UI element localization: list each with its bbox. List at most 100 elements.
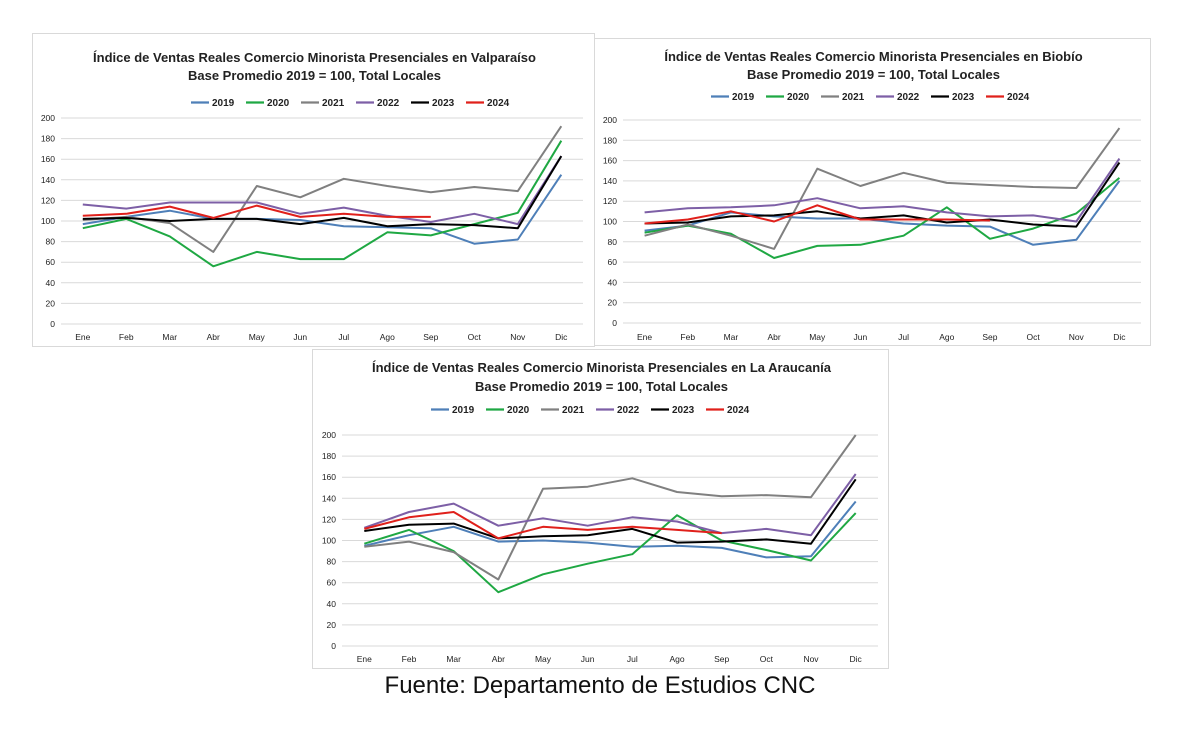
- x-tick-label: Abr: [207, 332, 220, 342]
- x-tick-label: Nov: [1069, 332, 1085, 342]
- y-tick-label: 140: [41, 175, 55, 185]
- x-tick-label: May: [535, 654, 552, 664]
- y-tick-label: 140: [322, 493, 336, 503]
- legend-label-2023: 2023: [432, 98, 455, 109]
- x-tick-label: Abr: [767, 332, 780, 342]
- chart-panel-araucania: Índice de Ventas Reales Comercio Minoris…: [312, 349, 889, 669]
- y-tick-label: 120: [603, 196, 617, 206]
- x-tick-label: Ago: [380, 332, 395, 342]
- x-tick-label: Feb: [402, 654, 417, 664]
- chart-title: Índice de Ventas Reales Comercio Minoris…: [372, 360, 832, 375]
- series-line-2020: [82, 140, 563, 268]
- x-tick-label: Oct: [468, 332, 482, 342]
- legend-label-2020: 2020: [507, 405, 530, 416]
- chart-panel-valparaiso: Índice de Ventas Reales Comercio Minoris…: [32, 33, 595, 347]
- x-tick-label: Jul: [338, 332, 349, 342]
- series-line-2020: [644, 177, 1121, 259]
- legend-label-2021: 2021: [562, 405, 585, 416]
- y-tick-label: 20: [608, 298, 618, 308]
- y-tick-label: 180: [41, 134, 55, 144]
- y-tick-label: 120: [322, 514, 336, 524]
- x-tick-label: Dic: [555, 332, 568, 342]
- series-line-2021: [82, 125, 563, 253]
- chart-araucania: Índice de Ventas Reales Comercio Minoris…: [322, 360, 878, 664]
- x-tick-label: Sep: [714, 654, 729, 664]
- series-line-2021: [364, 434, 857, 581]
- x-tick-label: Abr: [492, 654, 505, 664]
- x-tick-label: Jun: [854, 332, 868, 342]
- legend-label-2024: 2024: [727, 405, 750, 416]
- y-tick-label: 60: [608, 257, 618, 267]
- y-tick-label: 60: [46, 257, 56, 267]
- x-tick-label: Feb: [680, 332, 695, 342]
- y-tick-label: 20: [46, 298, 56, 308]
- x-tick-label: Sep: [423, 332, 438, 342]
- x-tick-label: Jul: [627, 654, 638, 664]
- legend-label-2019: 2019: [212, 98, 235, 109]
- series-line-2020: [364, 512, 857, 594]
- x-tick-label: Ago: [669, 654, 684, 664]
- x-tick-label: May: [249, 332, 266, 342]
- chart-title: Índice de Ventas Reales Comercio Minoris…: [93, 50, 536, 65]
- legend-label-2024: 2024: [487, 98, 510, 109]
- x-tick-label: Jun: [581, 654, 595, 664]
- legend-label-2020: 2020: [787, 92, 810, 103]
- x-tick-label: Dic: [850, 654, 863, 664]
- series-line-2024: [82, 204, 431, 219]
- series-line-2023: [644, 162, 1121, 228]
- x-tick-label: Sep: [982, 332, 997, 342]
- y-tick-label: 0: [612, 318, 617, 328]
- chart-title: Índice de Ventas Reales Comercio Minoris…: [664, 49, 1082, 64]
- series-line-2019: [364, 500, 857, 559]
- y-tick-label: 60: [327, 578, 337, 588]
- y-tick-label: 180: [603, 135, 617, 145]
- chart-subtitle: Base Promedio 2019 = 100, Total Locales: [475, 379, 728, 394]
- legend-label-2022: 2022: [897, 92, 920, 103]
- legend-label-2024: 2024: [1007, 92, 1030, 103]
- x-tick-label: Nov: [803, 654, 819, 664]
- series-line-2022: [363, 473, 857, 537]
- y-tick-label: 40: [46, 278, 56, 288]
- y-tick-label: 40: [608, 277, 618, 287]
- series-line-2019: [82, 174, 563, 245]
- chart-panel-biobio: Índice de Ventas Reales Comercio Minoris…: [594, 38, 1151, 346]
- y-tick-label: 180: [322, 451, 336, 461]
- x-tick-label: Ene: [637, 332, 652, 342]
- x-tick-label: Mar: [724, 332, 739, 342]
- x-tick-label: Mar: [446, 654, 461, 664]
- y-tick-label: 20: [327, 620, 337, 630]
- y-tick-label: 160: [322, 472, 336, 482]
- y-tick-label: 80: [608, 237, 618, 247]
- x-tick-label: Mar: [162, 332, 177, 342]
- series-line-2023: [82, 155, 563, 230]
- chart-biobio: Índice de Ventas Reales Comercio Minoris…: [603, 49, 1141, 342]
- source-caption: Fuente: Departamento de Estudios CNC: [384, 672, 816, 699]
- x-tick-label: Feb: [119, 332, 134, 342]
- legend-label-2020: 2020: [267, 98, 290, 109]
- y-tick-label: 80: [327, 557, 337, 567]
- series-line-2019: [644, 180, 1121, 246]
- x-tick-label: Ene: [357, 654, 372, 664]
- x-tick-label: Jun: [293, 332, 307, 342]
- series-line-2024: [364, 511, 722, 540]
- x-tick-label: Nov: [510, 332, 526, 342]
- y-tick-label: 80: [46, 237, 56, 247]
- series-line-2022: [82, 155, 563, 226]
- x-tick-label: Oct: [760, 654, 774, 664]
- y-tick-label: 160: [41, 154, 55, 164]
- legend-label-2023: 2023: [672, 405, 695, 416]
- legend-label-2021: 2021: [322, 98, 345, 109]
- y-tick-label: 140: [603, 176, 617, 186]
- y-tick-label: 200: [322, 430, 336, 440]
- y-tick-label: 200: [603, 115, 617, 125]
- x-tick-label: Ene: [75, 332, 90, 342]
- y-tick-label: 0: [50, 319, 55, 329]
- y-tick-label: 160: [603, 156, 617, 166]
- x-tick-label: Dic: [1113, 332, 1126, 342]
- y-tick-label: 120: [41, 195, 55, 205]
- y-tick-label: 0: [331, 641, 336, 651]
- series-line-2021: [644, 127, 1121, 250]
- x-tick-label: Ago: [939, 332, 954, 342]
- chart-subtitle: Base Promedio 2019 = 100, Total Locales: [747, 67, 1000, 82]
- y-tick-label: 200: [41, 113, 55, 123]
